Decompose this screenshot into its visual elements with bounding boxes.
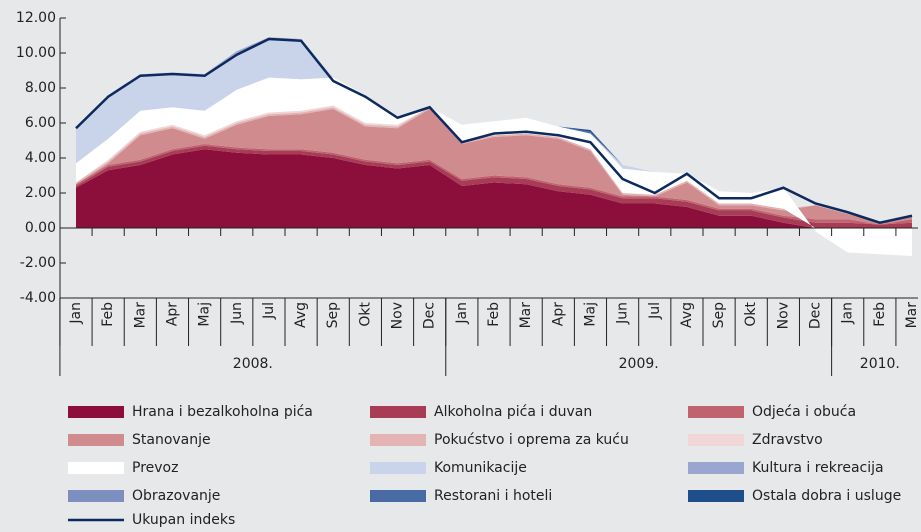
x-tick-label: Maj <box>197 302 213 327</box>
legend-label: Alkoholna pića i duvan <box>434 404 592 420</box>
legend-label: Hrana i bezalkoholna pića <box>132 404 313 420</box>
y-tick-label: 12.00 <box>16 10 56 26</box>
x-tick-label: Jan <box>454 302 470 325</box>
group-label: 2009. <box>619 356 659 372</box>
legend-swatch <box>688 490 744 502</box>
x-tick-label: Nov <box>390 302 406 329</box>
area <box>76 77 912 256</box>
legend-swatch <box>370 406 426 418</box>
area <box>76 109 912 225</box>
x-tick-label: Nov <box>775 302 791 329</box>
x-tick-label: Jun <box>615 302 631 325</box>
legend-swatch <box>370 434 426 446</box>
area <box>76 149 912 228</box>
x-tick-label: Jan <box>68 302 84 325</box>
x-tick-label: Jun <box>229 302 245 325</box>
x-tick-label: Feb <box>100 302 116 327</box>
x-tick-label: Jul <box>647 302 663 320</box>
legend-label: Komunikacije <box>434 460 527 476</box>
x-tick-label: Jan <box>840 302 856 325</box>
x-tick-label: Dec <box>422 302 438 329</box>
legend-label: Ostala dobra i usluge <box>752 488 901 504</box>
legend-label: Prevoz <box>132 460 178 476</box>
legend-label: Pokućstvo i oprema za kuću <box>434 432 629 448</box>
x-tick-label: Mar <box>132 302 148 329</box>
legend-swatch <box>370 462 426 474</box>
legend-label: Zdravstvo <box>752 432 823 448</box>
legend-swatch <box>68 434 124 446</box>
y-tick-label: 0.00 <box>25 220 56 236</box>
x-tick-label: Feb <box>486 302 502 327</box>
x-tick-label: Avg <box>679 302 695 328</box>
area <box>76 107 912 223</box>
x-tick-label: Apr <box>164 302 180 326</box>
x-tick-label: Avg <box>293 302 309 328</box>
legend-swatch <box>688 462 744 474</box>
y-tick-label: 8.00 <box>25 80 56 96</box>
legend-label: Obrazovanje <box>132 488 220 504</box>
legend-swatch <box>688 434 744 446</box>
x-tick-label: Maj <box>582 302 598 327</box>
x-tick-label: Mar <box>518 302 534 329</box>
legend-label: Odjeća i obuća <box>752 404 856 420</box>
legend-swatch <box>688 406 744 418</box>
legend-label: Ukupan indeks <box>132 512 235 528</box>
legend-label: Kultura i rekreacija <box>752 460 884 476</box>
x-tick-label: Jul <box>261 302 277 320</box>
y-tick-label: 4.00 <box>25 150 56 166</box>
y-tick-label: 2.00 <box>25 185 56 201</box>
legend-swatch <box>68 490 124 502</box>
legend-label: Stanovanje <box>132 432 211 448</box>
legend-label: Restorani i hoteli <box>434 488 552 504</box>
x-tick-label: Mar <box>904 302 920 329</box>
y-tick-label: 6.00 <box>25 115 56 131</box>
group-label: 2008. <box>233 356 273 372</box>
y-tick-label: 10.00 <box>16 45 56 61</box>
x-tick-label: Apr <box>550 302 566 326</box>
total-line <box>75 37 913 225</box>
area <box>76 145 912 228</box>
x-tick-label: Dec <box>808 302 824 329</box>
x-tick-label: Feb <box>872 302 888 327</box>
x-tick-label: Okt <box>743 301 759 326</box>
x-tick-label: Okt <box>357 301 373 326</box>
legend-swatch <box>68 406 124 418</box>
x-tick-label: Sep <box>711 302 727 329</box>
x-tick-label: Sep <box>325 302 341 329</box>
y-tick-label: -4.00 <box>20 290 56 306</box>
y-tick-label: -2.00 <box>20 255 56 271</box>
legend-swatch <box>370 490 426 502</box>
group-label: 2010. <box>860 356 900 372</box>
legend-swatch <box>68 462 124 474</box>
